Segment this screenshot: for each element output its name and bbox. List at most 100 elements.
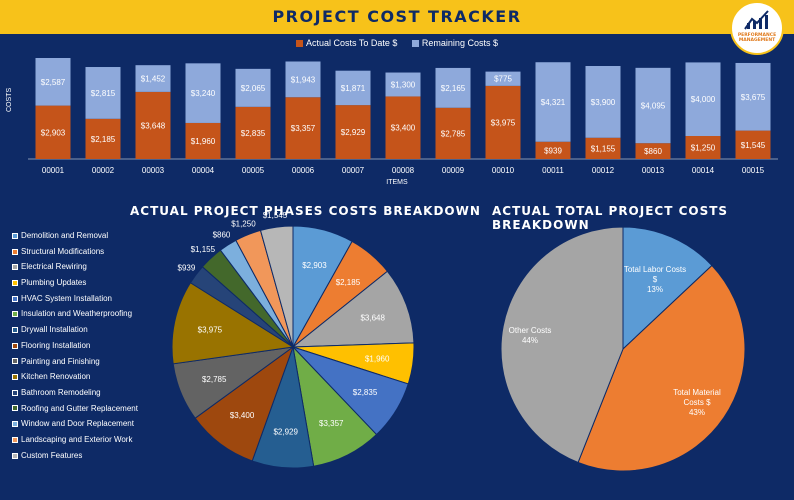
bar-label-remaining: $1,452 xyxy=(141,75,166,84)
legend-label: Demolition and Removal xyxy=(21,231,109,240)
bar-remaining xyxy=(185,63,221,123)
bar-label-actual: $1,250 xyxy=(691,144,716,153)
legend-swatch xyxy=(12,311,18,318)
pie1-legend-item: Structural Modifications xyxy=(12,244,138,260)
pie1-legend-item: Drywall Installation xyxy=(12,322,138,338)
pie1-legend-item: Plumbing Updates xyxy=(12,275,138,291)
x-tick-label: 00009 xyxy=(442,166,465,175)
pie2-slice-label: Total Labor Costs xyxy=(624,265,686,274)
legend-label: Flooring Installation xyxy=(21,340,91,350)
x-tick-label: 00013 xyxy=(642,166,665,175)
legend-swatch xyxy=(12,421,18,428)
bar-remaining xyxy=(635,67,671,144)
bar-label-actual: $939 xyxy=(544,146,562,155)
legend-item-actual: Actual Costs To Date $ xyxy=(296,38,397,48)
legend-swatch xyxy=(12,358,18,365)
legend-label: Roofing and Gutter Replacement xyxy=(21,403,138,413)
bar-label-remaining: $4,321 xyxy=(541,98,566,107)
pie2-slice-label: 13% xyxy=(647,285,663,294)
legend-swatch xyxy=(296,40,304,48)
bar-label-remaining: $2,587 xyxy=(41,78,66,87)
pie2-slice-label: $ xyxy=(653,275,658,284)
x-tick-label: 00008 xyxy=(392,166,415,175)
pie2-slice-label: Other Costs xyxy=(509,326,552,335)
pie1-slice-label: $1,250 xyxy=(231,219,256,228)
bar-remaining xyxy=(235,68,271,107)
pie2-slice-label: 43% xyxy=(689,408,705,417)
legend-label: Kitchen Renovation xyxy=(21,372,91,382)
bar-remaining xyxy=(35,58,71,106)
bar-remaining xyxy=(585,66,621,138)
bar-actual xyxy=(535,141,571,159)
legend-label: HVAC System Installation xyxy=(21,293,112,303)
bar-remaining xyxy=(735,62,771,131)
pie1-slice-label: $3,975 xyxy=(198,325,223,334)
pie1-slice-label: $1,545 xyxy=(263,211,288,220)
bar-label-remaining: $4,000 xyxy=(691,95,716,104)
bar-label-remaining: $2,165 xyxy=(441,84,466,93)
bar-actual xyxy=(485,85,521,159)
legend-swatch xyxy=(12,342,18,349)
bar-actual xyxy=(435,107,471,159)
legend-swatch xyxy=(12,279,18,286)
legend-label: Drywall Installation xyxy=(21,325,88,335)
x-tick-label: 00002 xyxy=(92,166,115,175)
bar-remaining xyxy=(485,71,521,86)
legend-swatch xyxy=(12,264,18,271)
legend-label: Insulation and Weatherproofing xyxy=(21,309,133,319)
x-tick-label: 00005 xyxy=(242,166,265,175)
pie1-slice-label: $2,903 xyxy=(302,261,327,270)
pie1-slice-label: $3,648 xyxy=(360,313,385,322)
legend-swatch xyxy=(411,40,419,48)
bar-label-remaining: $1,943 xyxy=(291,75,316,84)
logo-chart-icon xyxy=(744,10,769,30)
pie1-legend: Demolition and Removal Structural Modific… xyxy=(12,228,138,463)
bar-label-actual: $2,785 xyxy=(441,129,466,138)
legend-swatch xyxy=(12,452,18,459)
pie1-legend-item: Custom Features xyxy=(12,448,138,464)
pie1-legend-item: Bathroom Remodeling xyxy=(12,385,138,401)
bar-remaining xyxy=(135,65,171,92)
pie1-legend-item: Electrical Rewiring xyxy=(12,259,138,275)
legend-label: Plumbing Updates xyxy=(21,278,87,288)
pie1-slice-label: $2,185 xyxy=(336,278,361,287)
legend-label: Painting and Finishing xyxy=(21,356,100,366)
bar-label-actual: $1,155 xyxy=(591,144,616,153)
bar-remaining xyxy=(285,61,321,98)
pie1-legend-item: Roofing and Gutter Replacement xyxy=(12,401,138,417)
legend-swatch xyxy=(12,232,18,239)
pie1-legend-item: Insulation and Weatherproofing xyxy=(12,306,138,322)
bar-label-actual: $2,185 xyxy=(91,135,116,144)
bar-actual xyxy=(685,136,721,159)
bar-remaining xyxy=(535,62,571,142)
pie1-slice xyxy=(259,225,294,348)
bar-label-remaining: $3,900 xyxy=(591,98,616,107)
bar-actual xyxy=(185,122,221,159)
bar-label-actual: $860 xyxy=(644,147,662,156)
bar-label-actual: $3,400 xyxy=(391,124,416,133)
pie1-slice-label: $939 xyxy=(178,263,196,272)
x-tick-label: 00006 xyxy=(292,166,315,175)
bar-label-remaining: $2,815 xyxy=(91,89,116,98)
pie2-slice-label: Total Material xyxy=(673,388,721,397)
bar-label-actual: $3,357 xyxy=(291,124,316,133)
x-tick-label: 00015 xyxy=(742,166,765,175)
page-title: PROJECT COST TRACKER xyxy=(272,7,522,26)
pie2-slice xyxy=(622,226,713,351)
bar-label-remaining: $1,300 xyxy=(391,80,416,89)
pie1-slice-label: $2,835 xyxy=(353,388,378,397)
legend-label: Actual Costs To Date $ xyxy=(306,38,398,48)
pie1-slice-label: $1,960 xyxy=(365,355,390,364)
pie1-legend-item: Flooring Installation xyxy=(12,338,138,354)
pie1-legend-item: Demolition and Removal xyxy=(12,228,138,244)
bar-actual xyxy=(585,137,621,159)
pie1-legend-item: Kitchen Renovation xyxy=(12,369,138,385)
x-axis-label: ITEMS xyxy=(386,179,408,186)
bar-actual xyxy=(385,96,421,159)
pie1-slice-label: $860 xyxy=(213,231,231,240)
legend-swatch xyxy=(12,405,18,412)
legend-swatch xyxy=(12,295,18,302)
pie1-slice-label: $3,400 xyxy=(230,411,255,420)
legend-label: Landscaping and Exterior Work xyxy=(21,434,133,444)
bar-label-actual: $1,960 xyxy=(191,137,216,146)
